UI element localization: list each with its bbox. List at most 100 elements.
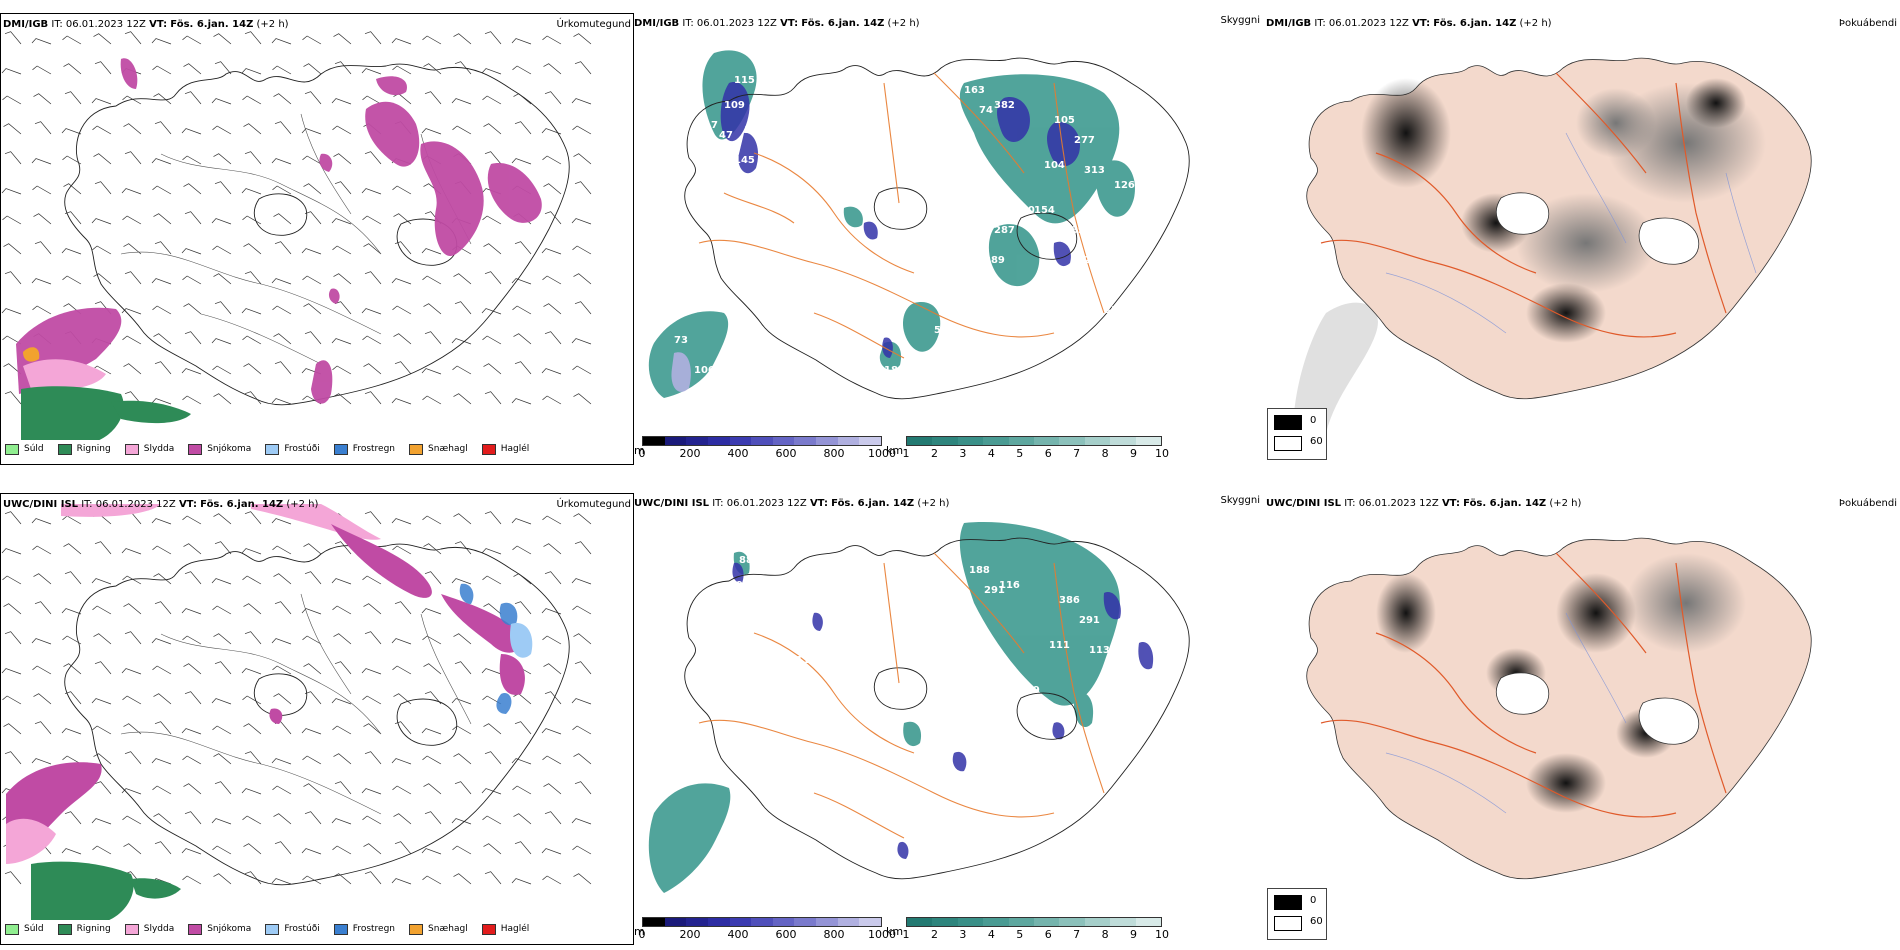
wind-barb — [484, 31, 502, 45]
wind-barb — [4, 151, 22, 165]
wind-barb — [511, 878, 532, 885]
wind-barb — [572, 245, 592, 255]
wind-barb — [124, 631, 142, 645]
wind-barb — [62, 35, 82, 45]
visibility-value: 154 — [1034, 205, 1055, 216]
wind-barb — [4, 511, 22, 525]
wind-barb — [273, 213, 292, 225]
wind-barb — [62, 515, 82, 525]
wind-barb — [241, 548, 262, 555]
wind-barb — [123, 603, 142, 615]
wind-barb — [421, 848, 442, 855]
wind-barb — [543, 663, 562, 675]
wind-barb — [272, 665, 292, 675]
wind-barb — [544, 571, 562, 585]
wind-barb — [483, 603, 502, 615]
wind-barb — [393, 813, 412, 825]
wind-barb — [242, 215, 262, 225]
colorbar-tick: 10 — [1155, 447, 1169, 460]
wind-barb — [3, 723, 22, 735]
wind-barb — [241, 308, 262, 315]
visibility-value: 206 — [739, 635, 760, 646]
wind-barb — [392, 665, 412, 675]
wind-barb — [4, 751, 22, 765]
wind-barb — [364, 391, 382, 405]
colorbar-tick: 800 — [823, 447, 845, 460]
visibility-value: 105 — [1054, 115, 1075, 126]
colorbar-tick: 1000 — [868, 928, 896, 941]
visibility-value: 291 — [1079, 615, 1100, 626]
wind-barb — [272, 65, 292, 75]
wind-barb — [391, 398, 412, 405]
visibility-value: 129 — [744, 125, 765, 136]
wind-barb — [243, 603, 262, 615]
wind-barb — [364, 31, 382, 45]
wind-barb — [572, 365, 592, 375]
wind-barb — [1, 548, 22, 555]
wind-barb — [332, 125, 352, 135]
wind-barb — [4, 31, 22, 45]
visibility-value: 843 — [944, 345, 965, 356]
wind-barb — [153, 573, 172, 585]
wind-barb — [181, 608, 202, 615]
colorbar-tick: 600 — [775, 928, 797, 941]
ceiling-unit: m — [634, 444, 645, 457]
legend-swatch — [5, 443, 19, 455]
wind-barb — [423, 63, 442, 75]
panel-field-label: Úrkomutegund — [556, 19, 631, 30]
legend-swatch — [5, 923, 19, 935]
wind-barb — [362, 695, 382, 705]
wind-barb — [152, 65, 172, 75]
wind-barb — [391, 878, 412, 885]
visibility-value: 169 — [724, 610, 745, 621]
panel-title: UWC/DINI ISL IT: 06.01.2023 12Z VT: Fös.… — [634, 498, 950, 509]
wind-barb — [424, 331, 442, 345]
legend-item: Súld — [5, 923, 44, 935]
wind-barb — [121, 188, 142, 195]
wind-barb — [211, 98, 232, 105]
wind-barb — [273, 693, 292, 705]
wind-barb — [302, 275, 322, 285]
wind-barb — [152, 185, 172, 195]
wind-barb — [422, 275, 442, 285]
wind-barb — [124, 391, 142, 405]
wind-barb — [304, 91, 322, 105]
wind-barb — [421, 608, 442, 615]
visibility-value: 24 — [784, 175, 798, 186]
colorbar-tick: 6 — [1044, 447, 1052, 460]
legend-swatch — [409, 923, 424, 935]
wind-barb — [484, 391, 502, 405]
wind-barb — [271, 638, 292, 645]
wind-barb — [271, 878, 292, 885]
wind-barb — [422, 875, 442, 885]
wind-barb — [274, 241, 292, 255]
wind-barb — [514, 601, 532, 615]
colorbar-cell — [907, 437, 933, 445]
colorbar-tick: 600 — [775, 447, 797, 460]
wind-barb — [33, 693, 52, 705]
wind-barb — [454, 541, 472, 555]
wind-barb — [453, 33, 472, 45]
wind-barb — [4, 271, 22, 285]
iceland-outline — [684, 57, 1190, 400]
wind-barb — [91, 698, 112, 705]
colorbar-cell — [1059, 437, 1085, 445]
colorbar-tick: 2 — [930, 447, 938, 460]
wind-barb — [92, 725, 112, 735]
wind-barb — [1, 668, 22, 675]
panel-field-label: Skyggni — [1220, 15, 1260, 26]
wind-barb — [302, 155, 322, 165]
wind-barb — [151, 398, 172, 405]
colorbar-cell — [1034, 437, 1060, 445]
legend-item: Súld — [5, 443, 44, 455]
wind-barb — [363, 843, 382, 855]
wind-barb — [391, 518, 412, 525]
wind-barb — [511, 278, 532, 285]
colorbar-cell — [983, 918, 1009, 926]
visibility-panel-uwc: UWC/DINI ISL IT: 06.01.2023 12Z VT: Fös.… — [634, 493, 1266, 945]
precip-panel-uwc: UWC/DINI ISL IT: 06.01.2023 12Z VT: Fös.… — [0, 493, 634, 945]
visibility-value: 313 — [1084, 165, 1105, 176]
wind-barb — [484, 871, 502, 885]
wind-barb — [481, 308, 502, 315]
wind-barb — [451, 338, 472, 345]
